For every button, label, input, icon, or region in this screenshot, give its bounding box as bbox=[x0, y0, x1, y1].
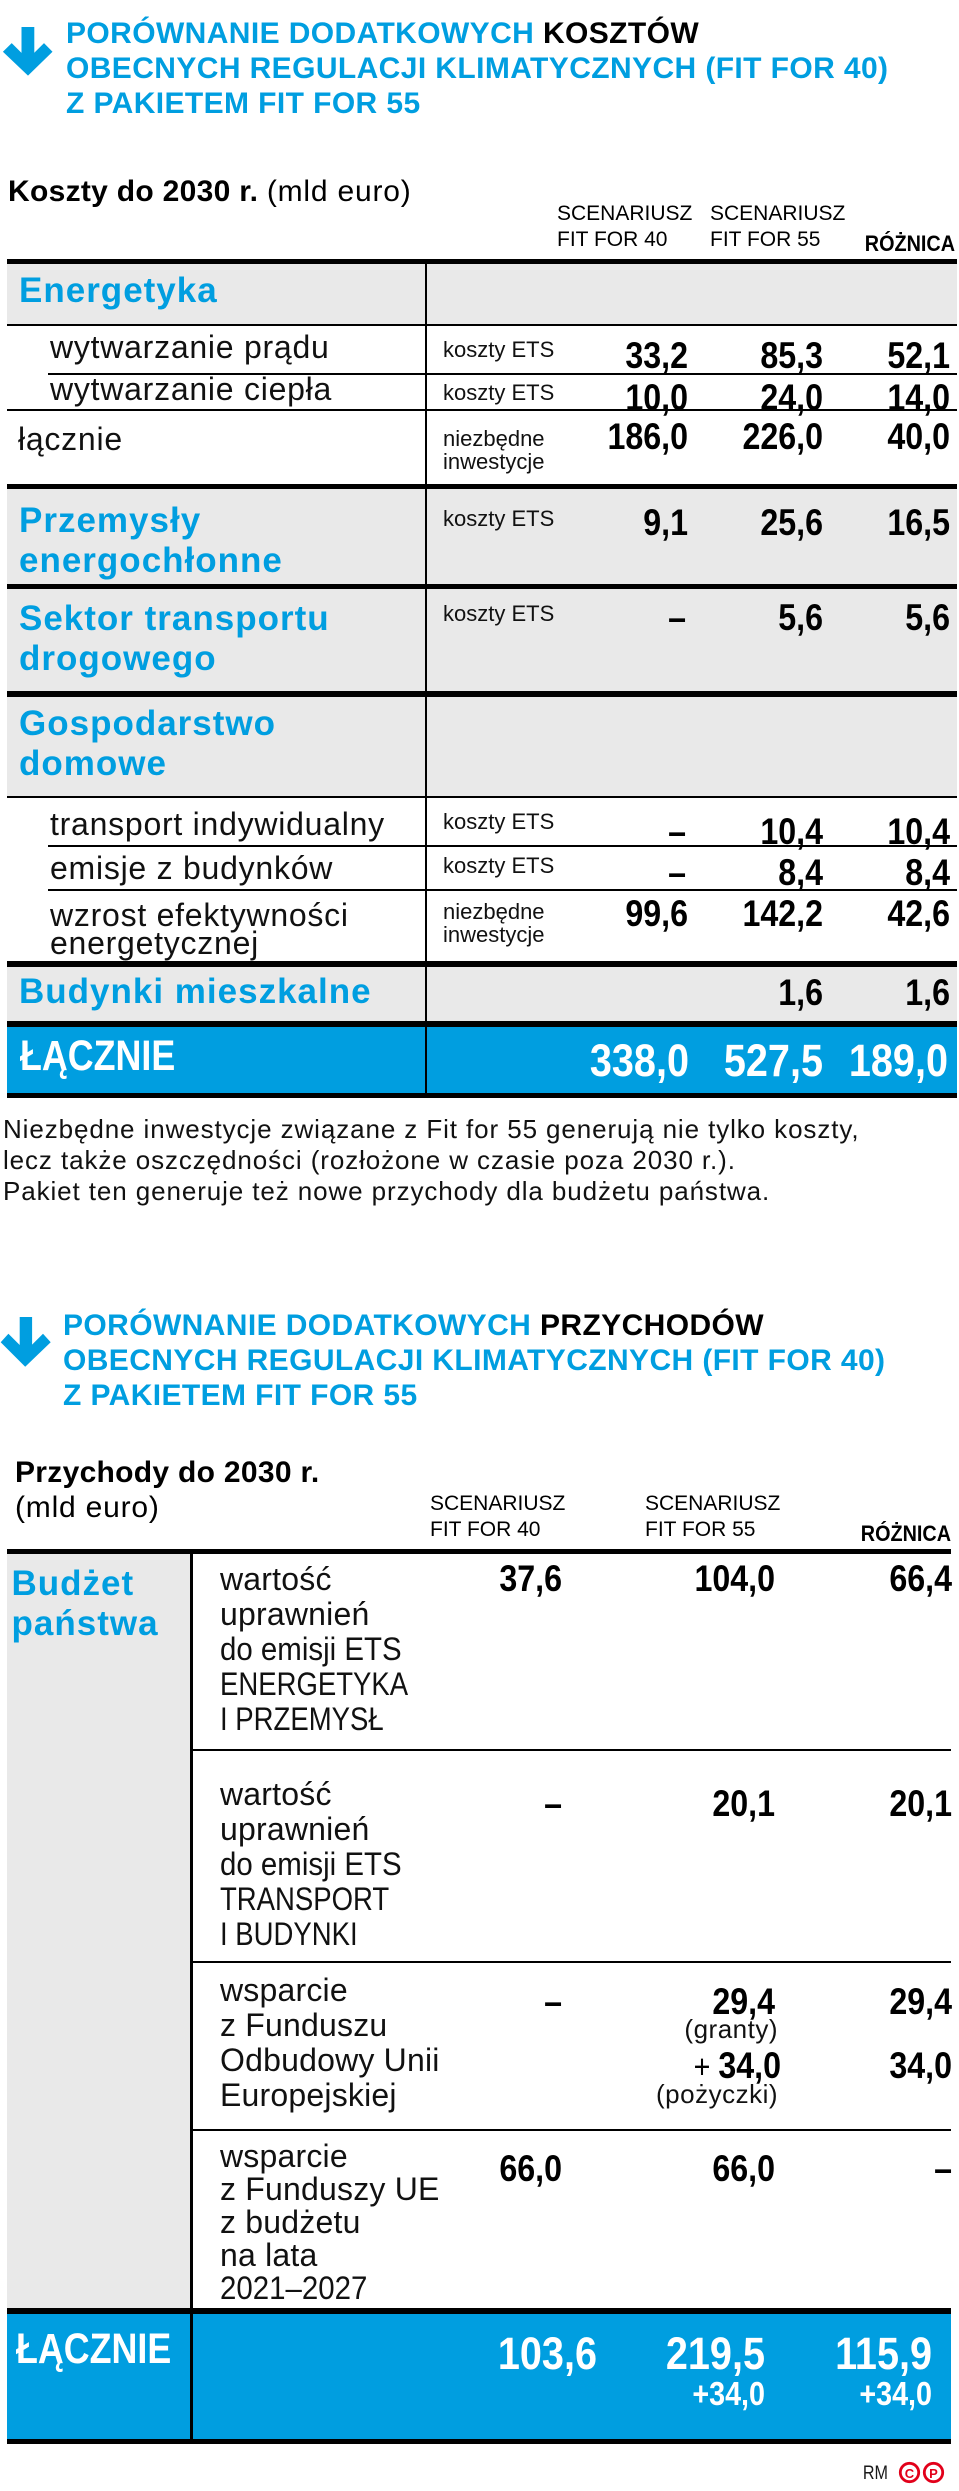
svg-text:P: P bbox=[929, 2466, 938, 2481]
svg-text:C: C bbox=[905, 2466, 915, 2481]
